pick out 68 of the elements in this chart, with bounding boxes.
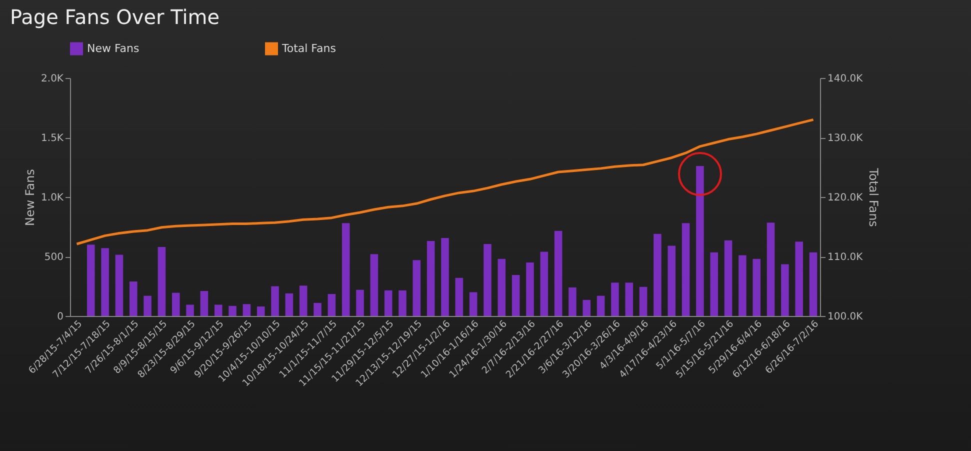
y2-tick-label: 120.0K xyxy=(828,192,864,204)
bar xyxy=(568,287,576,316)
bar xyxy=(115,254,124,316)
bar xyxy=(512,274,520,316)
bar xyxy=(752,258,761,316)
bar xyxy=(101,248,109,316)
legend-label: New Fans xyxy=(87,42,140,55)
bar xyxy=(526,262,534,316)
bar xyxy=(426,241,435,316)
bar xyxy=(398,290,406,316)
legend-label: Total Fans xyxy=(281,42,336,55)
bar xyxy=(554,230,562,316)
bar xyxy=(214,304,222,316)
bar xyxy=(256,306,265,316)
bar xyxy=(172,292,180,316)
bar xyxy=(328,294,336,316)
bar xyxy=(158,246,166,316)
bar xyxy=(611,282,619,316)
bar xyxy=(596,296,605,316)
y2-tick-label: 130.0K xyxy=(828,133,864,144)
y-tick-label: 2.0K xyxy=(41,74,64,84)
bar xyxy=(654,234,662,316)
y-axis-title: New Fans xyxy=(23,169,38,226)
bar xyxy=(86,244,95,316)
bar xyxy=(342,223,350,316)
line-series xyxy=(75,118,815,246)
bar xyxy=(370,254,378,316)
bar xyxy=(484,244,492,316)
bar xyxy=(384,290,392,316)
bar xyxy=(200,291,208,316)
bar xyxy=(795,242,804,316)
bar xyxy=(441,238,449,316)
bar xyxy=(540,252,548,316)
bar xyxy=(455,278,464,316)
y2-tick-label: 100.0K xyxy=(828,312,864,322)
bar xyxy=(299,286,308,316)
bar xyxy=(271,286,279,316)
y-tick-label: 0 xyxy=(57,312,64,322)
y2-tick-label: 140.0K xyxy=(828,74,864,84)
bar xyxy=(129,281,138,316)
bar xyxy=(144,296,152,316)
chart-title: Page Fans Over Time xyxy=(10,5,220,29)
bar xyxy=(682,223,690,316)
y2-tick-label: 110.0K xyxy=(828,252,864,263)
bar xyxy=(738,255,746,316)
bar xyxy=(710,252,718,316)
y-tick-label: 1.0K xyxy=(41,192,64,204)
bar xyxy=(724,240,732,316)
bar xyxy=(639,286,648,316)
bar xyxy=(498,258,506,316)
bar xyxy=(242,304,251,316)
bar xyxy=(469,292,478,316)
bar xyxy=(412,260,421,316)
bar xyxy=(356,290,364,316)
bar xyxy=(186,304,194,316)
y-tick-label: 1.5K xyxy=(41,133,64,144)
bar xyxy=(582,300,591,316)
bar xyxy=(625,282,634,316)
bar xyxy=(314,302,322,316)
bar xyxy=(228,306,236,316)
bar xyxy=(668,246,676,316)
bar xyxy=(809,252,818,316)
bar xyxy=(766,222,775,316)
y2-axis-title: Total Fans xyxy=(866,167,881,227)
y-tick-label: 500 xyxy=(44,252,64,263)
bar xyxy=(285,293,294,316)
bar xyxy=(781,264,789,316)
bar xyxy=(696,166,704,316)
